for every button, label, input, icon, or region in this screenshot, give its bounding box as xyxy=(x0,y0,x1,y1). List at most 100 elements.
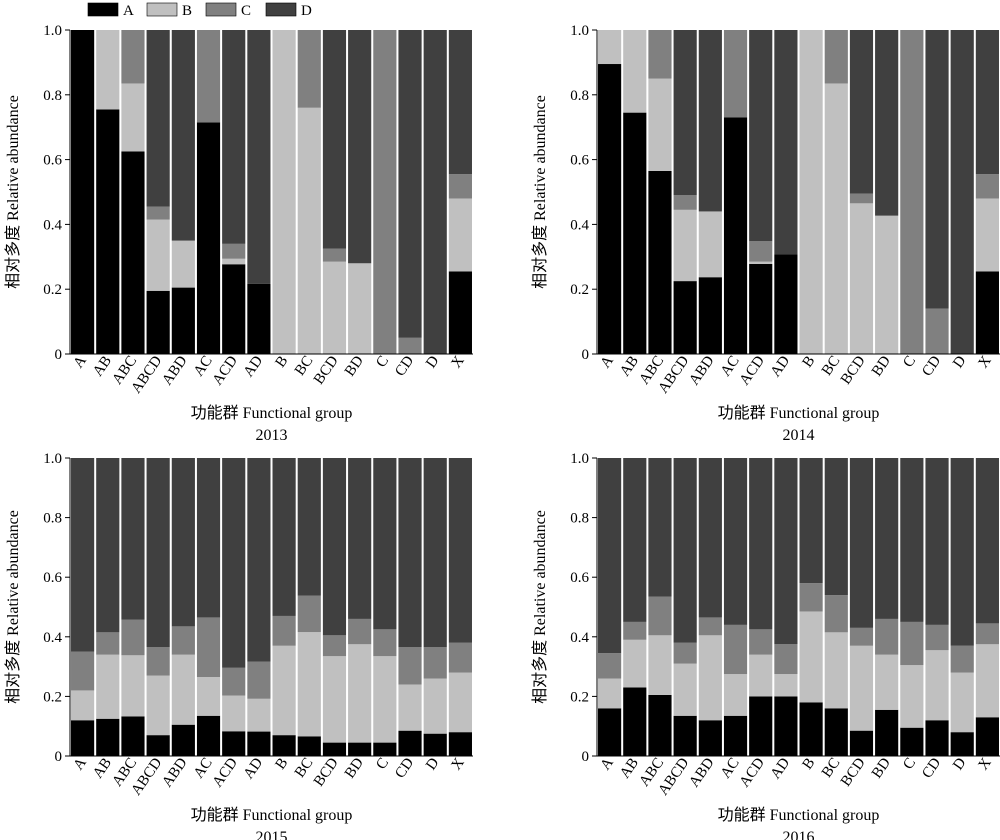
bar-segment-ABD-A xyxy=(171,724,195,756)
category-label: B xyxy=(273,353,292,370)
y-tick-label: 0.6 xyxy=(570,570,589,586)
bar-segment-C-A xyxy=(373,742,397,756)
bar-segment-X-C xyxy=(975,174,999,199)
bar-segment-BD-B xyxy=(348,644,372,743)
bar-segment-D-C xyxy=(950,645,974,673)
bar-segment-AB-C xyxy=(623,621,647,640)
bar-segment-C-B xyxy=(900,665,924,728)
bar-segment-AC-C xyxy=(196,30,221,123)
bar-segment-AC-A xyxy=(723,715,748,756)
bar-segment-BCD-C xyxy=(849,193,874,204)
bar-segment-X-D xyxy=(975,458,999,624)
bar-segment-ACD-C xyxy=(222,667,246,696)
bar-segment-ABCD-D xyxy=(673,458,697,643)
bar-segment-ABCD-A xyxy=(673,281,697,354)
bar-segment-CD-C xyxy=(925,308,949,354)
bar-segment-AC-C xyxy=(723,30,748,118)
bar-segment-ACD-A xyxy=(749,696,773,756)
bar-segment-CD-C xyxy=(925,624,949,651)
x-axis-title: 功能群 Functional group xyxy=(718,806,880,824)
bar-segment-C-C xyxy=(900,30,924,354)
bar-segment-X-C xyxy=(975,623,999,645)
bar-segment-X-A xyxy=(975,717,999,756)
y-tick-label: 1.0 xyxy=(570,23,589,39)
bar-segment-BD-D xyxy=(348,458,372,619)
bar-segment-ABC-C xyxy=(121,30,145,84)
category-label: CD xyxy=(919,353,944,379)
bar-segment-ABD-B xyxy=(171,240,195,288)
bar-segment-ABC-D xyxy=(121,458,145,620)
category-label: D xyxy=(423,353,442,371)
bar-segment-B-B xyxy=(799,30,823,354)
bar-segment-CD-C xyxy=(398,647,422,685)
y-tick-label: 1.0 xyxy=(43,23,62,39)
category-label: X xyxy=(448,755,467,773)
category-label: BD xyxy=(869,755,894,781)
y-tick-label: 0.6 xyxy=(43,570,62,586)
y-tick-label: 0.6 xyxy=(570,153,589,169)
category-label: CD xyxy=(392,353,417,379)
bar-segment-X-C xyxy=(448,642,472,673)
y-tick-label: 0.8 xyxy=(43,88,62,104)
bar-segment-AB-A xyxy=(96,109,120,354)
bar-segment-ABD-C xyxy=(171,626,195,655)
bar-segment-A-A xyxy=(71,30,95,354)
category-label: D xyxy=(423,755,442,773)
y-axis-title: 相对多度 Relative abundance xyxy=(4,95,22,289)
bar-segment-ABCD-B xyxy=(673,209,697,282)
bar-segment-C-C xyxy=(373,30,397,354)
bar-segment-CD-B xyxy=(925,650,949,721)
bar-segment-A-C xyxy=(71,651,95,691)
bar-segment-C-D xyxy=(900,458,924,622)
x-axis-title: 功能群 Functional group xyxy=(191,404,353,422)
bar-segment-AD-D xyxy=(774,30,798,255)
bar-segment-AC-B xyxy=(723,674,748,716)
bar-segment-AC-D xyxy=(196,458,221,618)
bar-segment-D-A xyxy=(423,733,447,756)
bar-segment-AB-B xyxy=(96,30,120,110)
bar-segment-A-A xyxy=(598,64,622,355)
bar-segment-AD-A xyxy=(774,696,798,756)
bar-segment-BC-C xyxy=(824,595,848,633)
category-label: BD xyxy=(342,353,367,379)
bar-segment-ACD-B xyxy=(749,261,773,264)
bar-segment-X-D xyxy=(448,458,472,643)
category-label: BCD xyxy=(838,755,869,790)
bar-segment-D-A xyxy=(950,732,974,756)
bar-segment-ABCD-C xyxy=(673,642,697,664)
bar-segment-ABC-D xyxy=(648,458,672,597)
bar-segment-BC-D xyxy=(297,458,321,596)
category-label: AD xyxy=(768,353,794,380)
bar-segment-BCD-D xyxy=(849,458,874,628)
bar-segment-ABC-A xyxy=(121,716,145,756)
bar-segment-B-A xyxy=(272,735,296,756)
category-label: B xyxy=(273,755,292,772)
bar-segment-CD-A xyxy=(398,730,422,756)
category-label: BCD xyxy=(311,353,342,388)
category-label: B xyxy=(800,755,819,772)
bar-segment-CD-D xyxy=(398,458,422,648)
bar-segment-X-B xyxy=(448,672,472,733)
bar-segment-A-D xyxy=(598,458,622,654)
bar-segment-ACD-D xyxy=(749,458,773,630)
bar-segment-AC-D xyxy=(723,458,748,625)
category-label: ABD xyxy=(686,353,717,388)
bar-segment-AD-B xyxy=(247,698,271,732)
bar-segment-ABC-B xyxy=(121,83,145,152)
category-label: ABD xyxy=(159,755,190,790)
panel-title: 2015 xyxy=(256,829,288,840)
bar-segment-B-D xyxy=(272,458,296,616)
bar-segment-ABD-A xyxy=(171,287,195,354)
bar-segment-B-B xyxy=(799,611,823,703)
bar-segment-AB-D xyxy=(96,458,120,633)
bar-segment-ABCD-A xyxy=(673,715,697,756)
bar-segment-BD-D xyxy=(348,30,372,264)
bar-segment-ABD-D xyxy=(171,30,195,241)
y-tick-label: 0.4 xyxy=(43,630,62,646)
bar-segment-ACD-C xyxy=(749,241,773,262)
category-label: C xyxy=(900,755,919,772)
bar-segment-AD-D xyxy=(247,30,271,284)
bar-segment-B-A xyxy=(799,702,823,756)
